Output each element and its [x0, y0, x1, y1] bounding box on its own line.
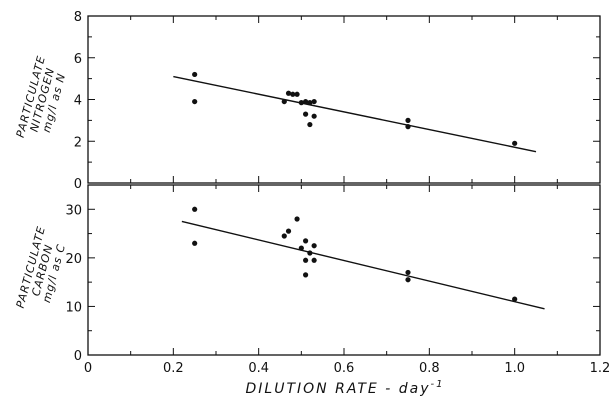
- data-point: [281, 98, 287, 105]
- x-tick-label: 0.2: [163, 361, 184, 376]
- data-point: [298, 245, 304, 251]
- data-point: [303, 111, 309, 117]
- x-tick-label: 1.0: [504, 361, 525, 376]
- x-tick-label: 0.8: [419, 361, 440, 376]
- data-point: [303, 98, 309, 105]
- regression-line: [181, 220, 545, 310]
- data-point: [294, 91, 300, 97]
- data-point: [303, 257, 309, 263]
- data-point: [307, 100, 313, 106]
- data-point: [303, 238, 309, 244]
- data-point: [285, 228, 292, 234]
- x-axis: 0 0.2 0.4 0.6 0.8 1.0 1.2 DILUTION RATE - day-1: [84, 361, 610, 397]
- data-point: [281, 233, 287, 239]
- y-tick-label: 30: [65, 203, 82, 218]
- data-point: [298, 100, 304, 106]
- y-tick-label: 0: [74, 177, 82, 192]
- x-tick-label: 0: [84, 361, 92, 376]
- x-tick-label: 0.6: [334, 361, 355, 376]
- data-point: [290, 91, 296, 97]
- data-point: [405, 269, 411, 276]
- y-tick-label: 10: [65, 300, 82, 315]
- x-axis-title-superscript: -1: [430, 379, 444, 390]
- data-point: [192, 206, 198, 212]
- data-point: [311, 243, 317, 249]
- plot-frame: [87, 15, 601, 184]
- y-tick-label: 4: [74, 94, 82, 109]
- y-tick-label: 2: [74, 135, 82, 150]
- x-tick-label: 1.2: [590, 361, 611, 376]
- data-point: [405, 117, 411, 123]
- x-axis-title-text: DILUTION RATE - day: [246, 381, 431, 397]
- data-point: [311, 113, 317, 119]
- x-axis-title: DILUTION RATE - day-1: [246, 379, 445, 397]
- data-point: [307, 250, 313, 256]
- y-tick-label: 0: [74, 349, 82, 364]
- data-point: [285, 90, 292, 96]
- y-tick-label: 6: [74, 52, 82, 67]
- plot-frame: [87, 184, 601, 356]
- data-point: [294, 216, 300, 222]
- data-point: [311, 257, 317, 263]
- data-point: [307, 121, 313, 128]
- data-point: [192, 240, 198, 246]
- x-tick-label: 0.4: [248, 361, 269, 376]
- data-point: [405, 277, 411, 283]
- y-tick-label: 8: [74, 10, 82, 25]
- data-point: [512, 140, 518, 146]
- data-point: [311, 98, 317, 105]
- data-point: [512, 296, 518, 302]
- data-point: [192, 71, 198, 78]
- data-point: [405, 124, 411, 130]
- regression-line: [173, 75, 537, 153]
- data-point: [303, 272, 309, 278]
- y-tick-label: 20: [65, 252, 82, 267]
- data-point: [192, 98, 198, 105]
